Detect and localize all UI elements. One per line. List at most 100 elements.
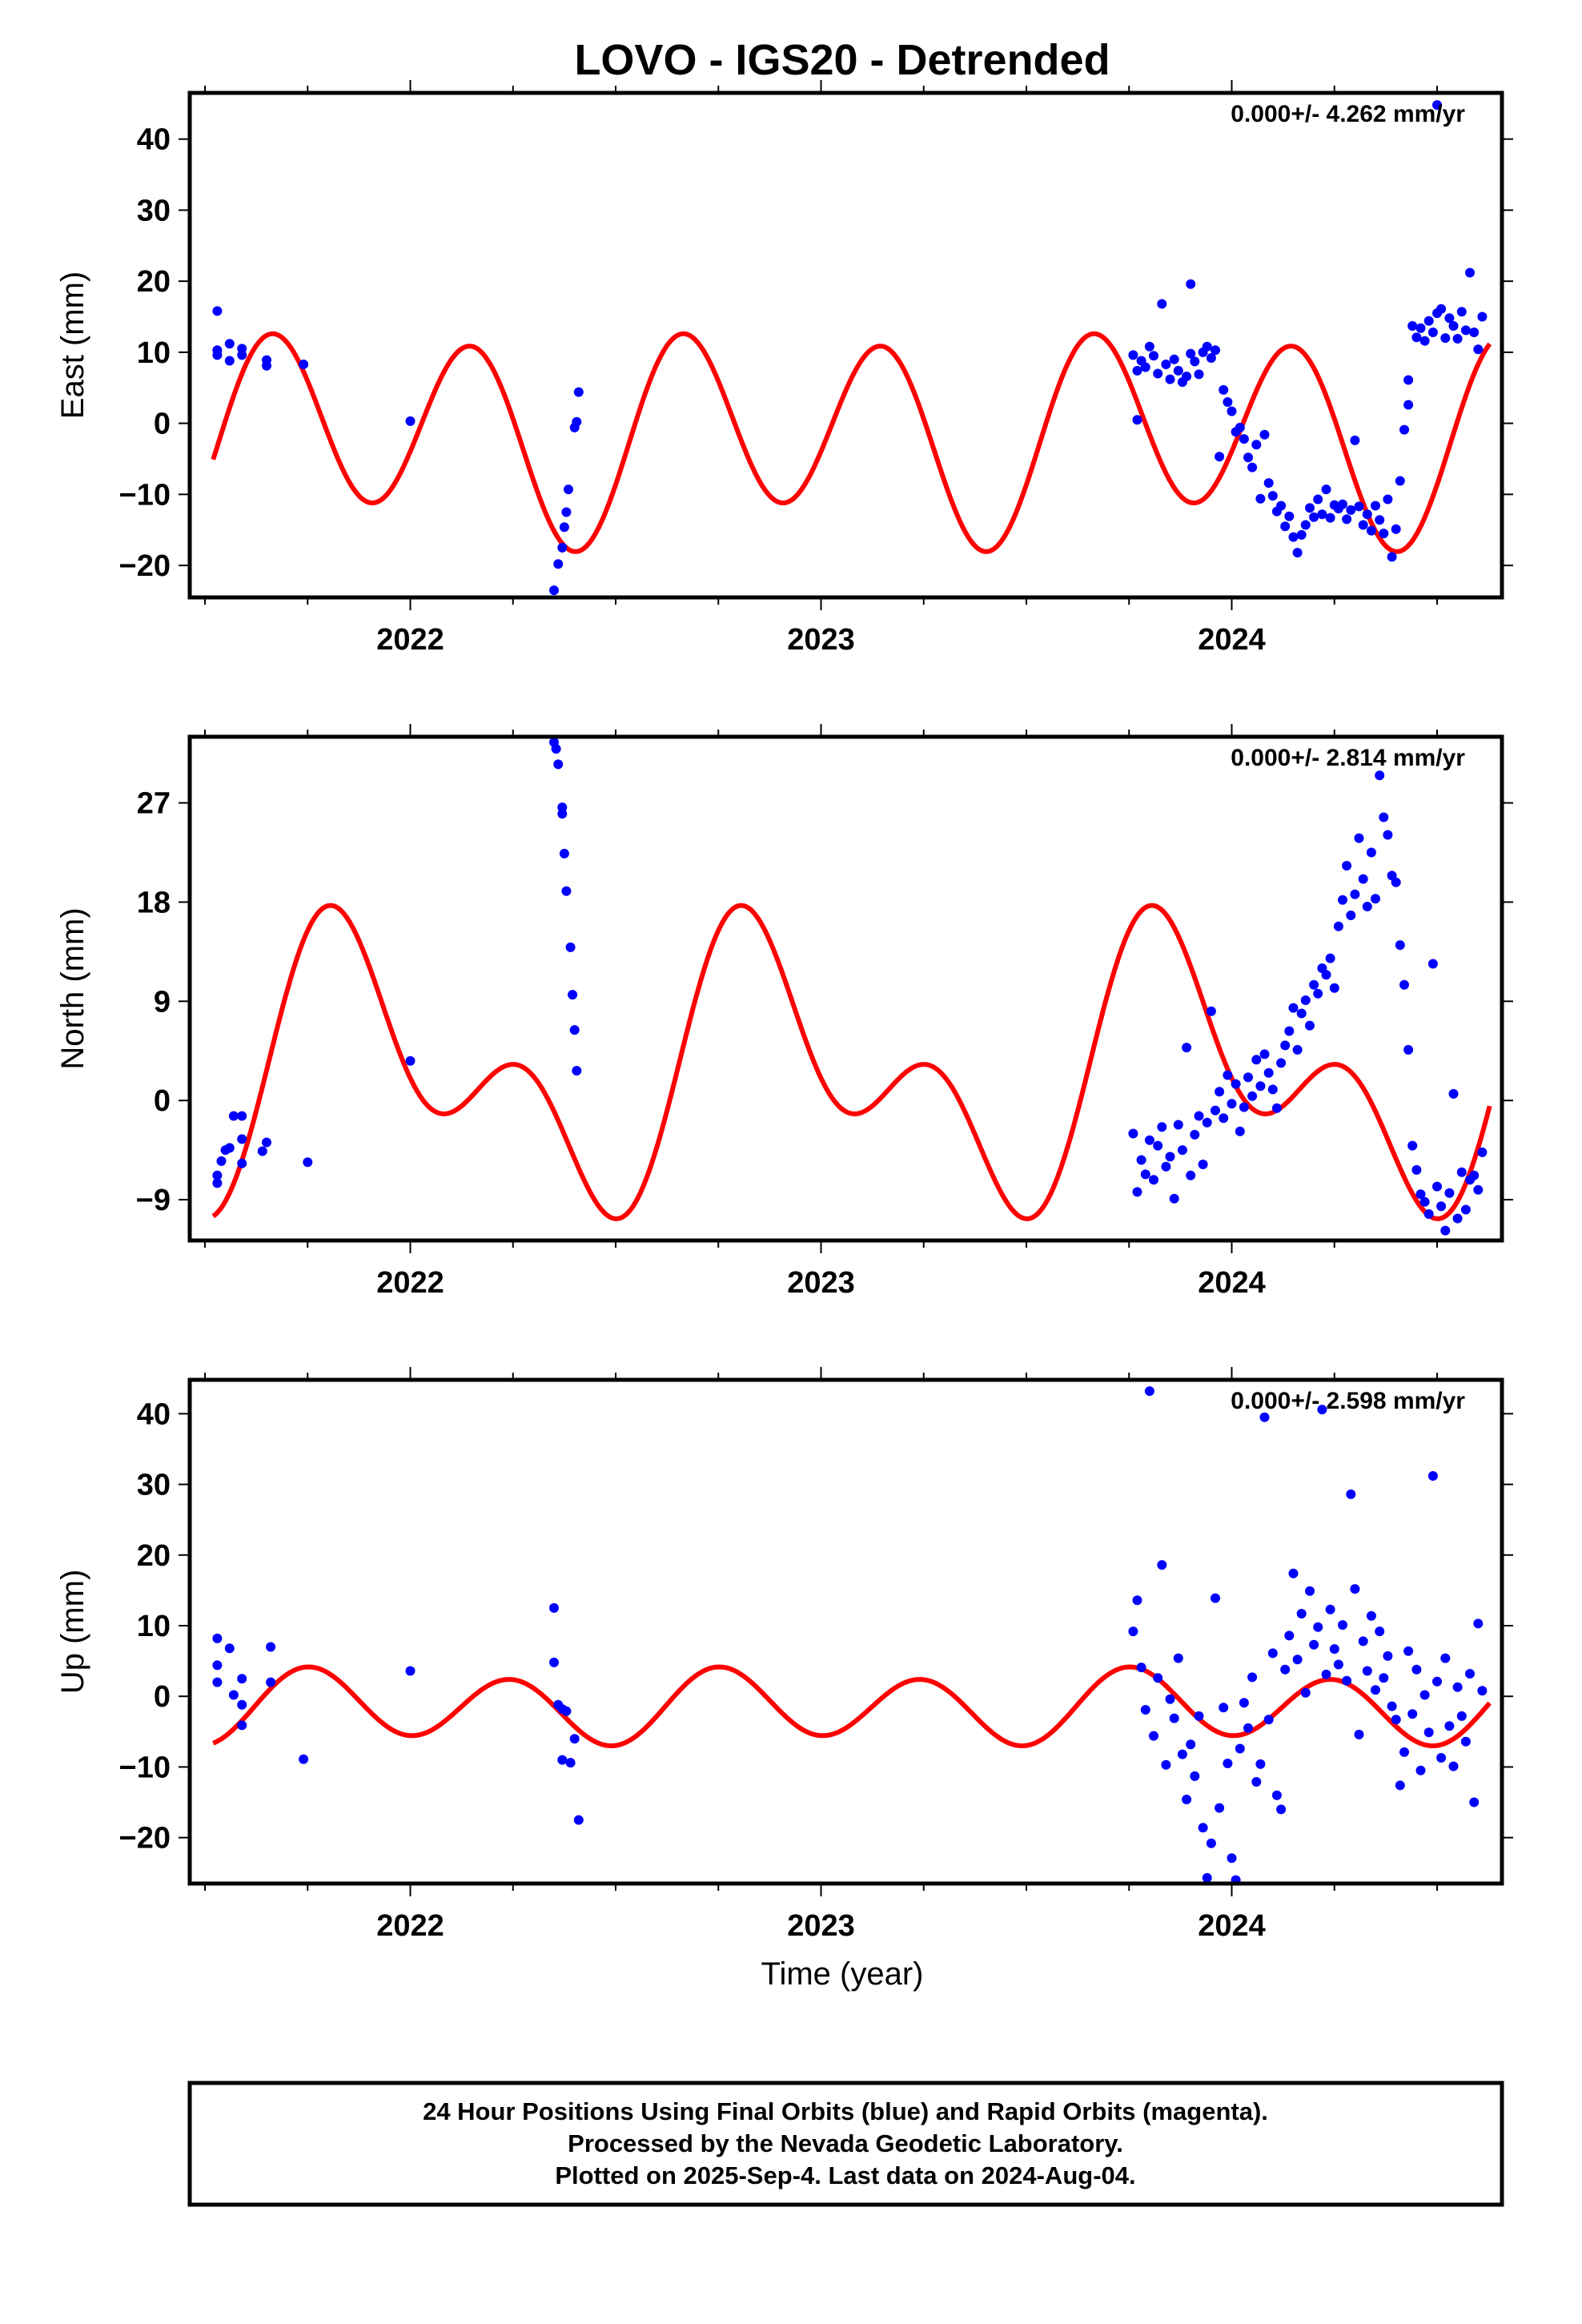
data-point [1473,344,1484,355]
data-point [549,1602,559,1613]
data-point [1223,1759,1233,1768]
data-point [1419,1196,1430,1207]
data-point [1362,902,1372,911]
data-point [1415,1189,1426,1200]
data-point [1366,525,1376,536]
data-point [1211,345,1220,356]
data-point [569,1734,580,1744]
data-point [1247,1672,1258,1683]
data-point [1391,877,1401,887]
data-point [212,1660,223,1671]
data-point [1354,1729,1364,1739]
data-point [1375,1626,1385,1637]
panel-up: 2022 2023 2024 −20 −10 0 10 20 30 40 Up (mm) 0.000+… [55,1367,1513,1943]
data-point [1415,323,1426,333]
data-point [228,1111,239,1121]
data-point [1362,509,1372,520]
data-point [1251,440,1262,450]
data-point [1403,375,1414,385]
data-point [561,1706,572,1716]
data-point [557,1755,568,1765]
data-point [572,416,582,427]
data-point [1313,1622,1323,1632]
data-point [557,809,568,819]
data-point [1375,515,1385,525]
data-point [237,1134,247,1144]
data-point [1432,1676,1442,1687]
data-point [1235,1743,1245,1754]
data-point [1448,1088,1459,1099]
data-point [1338,499,1347,509]
data-point [1477,312,1488,322]
data-point [405,1666,416,1676]
data-point [1276,1058,1287,1068]
data-point [1473,1184,1484,1195]
data-point [1358,1636,1368,1647]
data-point [1300,995,1311,1005]
data-point [1149,351,1158,361]
data-point [1144,341,1154,352]
data-point [1144,1386,1154,1397]
data-point [1136,1155,1146,1165]
data-point [1469,328,1480,337]
data-point [224,1143,235,1153]
data-point [1452,334,1463,344]
data-point [237,1158,247,1168]
data-point [1161,360,1171,369]
data-point [212,306,223,316]
data-point [1284,1026,1295,1036]
data-point [1300,1687,1311,1698]
footer-line-3: Plotted on 2025-Sep-4. Last data on 2024… [555,2161,1135,2189]
data-point [1280,1040,1291,1051]
data-point [1153,1140,1163,1151]
data-point [237,350,247,360]
x-tick-label: 2022 [376,1909,444,1943]
data-point [1227,1853,1237,1864]
data-point [1186,348,1196,359]
data-point [1198,1823,1208,1833]
data-point [1452,1213,1463,1224]
x-axis-label: Time (year) [761,1956,924,1992]
data-point [1403,1646,1414,1656]
data-point [1338,1620,1347,1630]
y-axis-label: Up (mm) [55,1570,90,1695]
data-point [1411,332,1422,343]
data-point [1128,1128,1138,1139]
data-point [1456,1711,1467,1721]
data-point [1177,1145,1187,1156]
data-point [1444,1721,1455,1731]
data-point [224,1643,235,1654]
data-point [1460,1204,1471,1215]
data-point [1190,1129,1200,1140]
data-point [1128,1626,1138,1637]
data-point [1313,494,1323,505]
data-point [299,360,309,369]
data-point [1169,354,1179,364]
data-point [1255,1081,1266,1092]
data-point [1140,1705,1150,1715]
data-point [1333,921,1343,931]
y-tick-label: 0 [154,408,171,441]
data-point [1383,494,1393,505]
data-point [1231,1079,1241,1089]
footer-line-1: 24 Hour Positions Using Final Orbits (bl… [423,2097,1268,2125]
data-point [1215,1803,1225,1813]
data-point [1284,1630,1295,1641]
data-point [1267,1084,1278,1095]
model-curve [211,331,1492,554]
data-point [1259,429,1270,440]
data-point [1206,1838,1216,1848]
data-point [1395,476,1405,486]
data-point [1448,1761,1459,1771]
data-point [1436,1753,1447,1763]
data-point [1391,524,1401,534]
data-point [572,1066,582,1076]
data-point [1325,513,1335,523]
data-point [1415,1765,1426,1775]
data-point [1132,1595,1142,1606]
data-point [1342,861,1352,870]
y-tick-label: 27 [137,787,171,821]
data-point [1157,1122,1167,1132]
x-tick-label: 2024 [1198,1909,1266,1943]
y-tick-label: −20 [119,549,171,583]
